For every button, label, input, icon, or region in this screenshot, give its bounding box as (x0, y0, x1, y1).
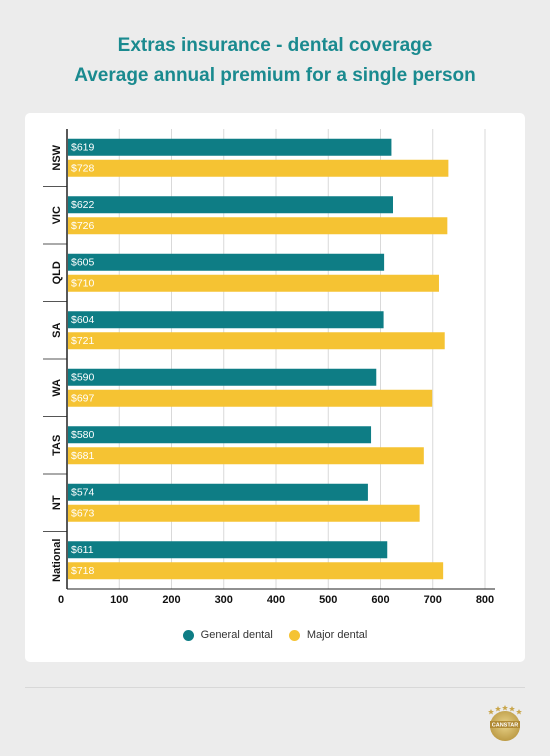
chart-subtitle: Average annual premium for a single pers… (74, 65, 476, 86)
bar-general (68, 368, 377, 386)
bar-general (68, 253, 385, 271)
bar-major (68, 562, 444, 580)
bar-chart: NSW VIC QLD SA WA TAS NT National $619 $622 $605 $6… (43, 129, 495, 606)
x-tick-label: 0 (58, 594, 64, 606)
bar-major (68, 332, 445, 350)
bar-major (68, 217, 448, 235)
x-tick-label: 500 (319, 594, 337, 606)
bar-data-label: $697 (71, 393, 95, 405)
category-label: QLD (51, 261, 63, 284)
bar-major (68, 389, 433, 407)
category-label: National (51, 539, 63, 582)
legend-label-major: Major dental (306, 629, 368, 641)
bar-data-label: $721 (71, 335, 95, 347)
bar-data-label: $681 (71, 450, 95, 462)
bar-general (68, 196, 393, 214)
bar-general (68, 426, 372, 444)
chart-card: NSW VIC QLD SA WA TAS NT National $619 $622 $605 $6… (25, 113, 525, 662)
category-label: NT (51, 495, 63, 510)
bar-data-label: $590 (71, 372, 95, 384)
logo-text: CANSTAR (492, 723, 519, 729)
category-label: TAS (51, 435, 63, 456)
x-tick-label: 100 (110, 594, 128, 606)
bar-data-label: $673 (71, 508, 95, 520)
bar-major (68, 159, 449, 177)
bar-data-label: $580 (71, 429, 95, 441)
bar-general (68, 541, 388, 559)
category-label: VIC (51, 206, 63, 224)
x-tick-label: 700 (424, 594, 442, 606)
bar-major (68, 447, 424, 465)
legend-swatch-general (182, 629, 194, 641)
bar-general (68, 311, 384, 329)
legend-label-general: General dental (200, 629, 273, 641)
legend-swatch-major (288, 629, 300, 641)
legend: General dental Major dental (25, 629, 525, 641)
chart-title: Extras insurance - dental coverage (117, 35, 433, 56)
footer-divider (25, 687, 525, 688)
bar-data-label: $726 (71, 220, 95, 232)
x-tick-label: 200 (162, 594, 180, 606)
bar-data-label: $710 (71, 278, 95, 290)
legend-item-major: Major dental (288, 629, 368, 641)
category-label: NSW (51, 144, 63, 170)
bar-data-label: $718 (71, 565, 95, 577)
category-label: SA (51, 323, 63, 338)
bar-major (68, 274, 439, 292)
bar-data-label: $622 (71, 199, 95, 211)
bar-data-label: $728 (71, 163, 95, 175)
bar-major (68, 504, 420, 522)
bar-general (68, 138, 392, 156)
logo-banner (490, 721, 520, 728)
bar-data-label: $604 (71, 314, 95, 326)
x-tick-label: 600 (371, 594, 389, 606)
stars-icon (488, 705, 522, 715)
legend-item-general: General dental (182, 629, 273, 641)
x-tick-label: 400 (267, 594, 285, 606)
x-tick-label: 800 (476, 594, 494, 606)
bar-general (68, 483, 368, 501)
bar-data-label: $574 (71, 487, 95, 499)
category-label: WA (51, 379, 63, 397)
x-tick-label: 300 (215, 594, 233, 606)
bar-data-label: $611 (71, 544, 94, 556)
bar-data-label: $619 (71, 142, 95, 154)
canstar-logo: CANSTAR (488, 705, 522, 741)
bar-data-label: $605 (71, 257, 95, 269)
